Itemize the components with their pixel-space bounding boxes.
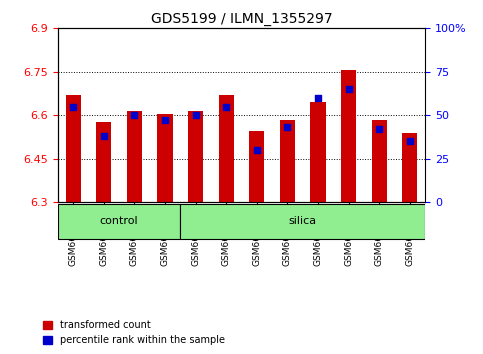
Legend: transformed count, percentile rank within the sample: transformed count, percentile rank withi… (39, 316, 229, 349)
Point (406, 138, 413, 144)
Point (192, 112, 199, 118)
Bar (219, 95, 234, 202)
Bar (249, 131, 265, 202)
FancyBboxPatch shape (58, 204, 180, 239)
Bar (188, 111, 203, 202)
Bar (66, 95, 81, 202)
Bar (402, 133, 417, 202)
Point (345, 86, 353, 92)
FancyBboxPatch shape (180, 204, 425, 239)
Bar (127, 111, 142, 202)
Bar (157, 114, 173, 202)
Point (161, 118, 169, 123)
Point (70, 104, 77, 109)
Bar (311, 102, 326, 202)
Bar (371, 120, 387, 202)
Point (100, 133, 108, 139)
Text: control: control (100, 216, 139, 227)
Point (222, 104, 230, 109)
Point (253, 147, 261, 153)
Point (130, 112, 138, 118)
Bar (280, 120, 295, 202)
Point (375, 126, 383, 132)
Text: agent: agent (0, 353, 1, 354)
Bar (341, 70, 356, 202)
Bar (96, 122, 112, 202)
Title: GDS5199 / ILMN_1355297: GDS5199 / ILMN_1355297 (151, 12, 332, 26)
Text: silica: silica (289, 216, 317, 227)
Point (284, 125, 291, 130)
Point (314, 95, 322, 101)
